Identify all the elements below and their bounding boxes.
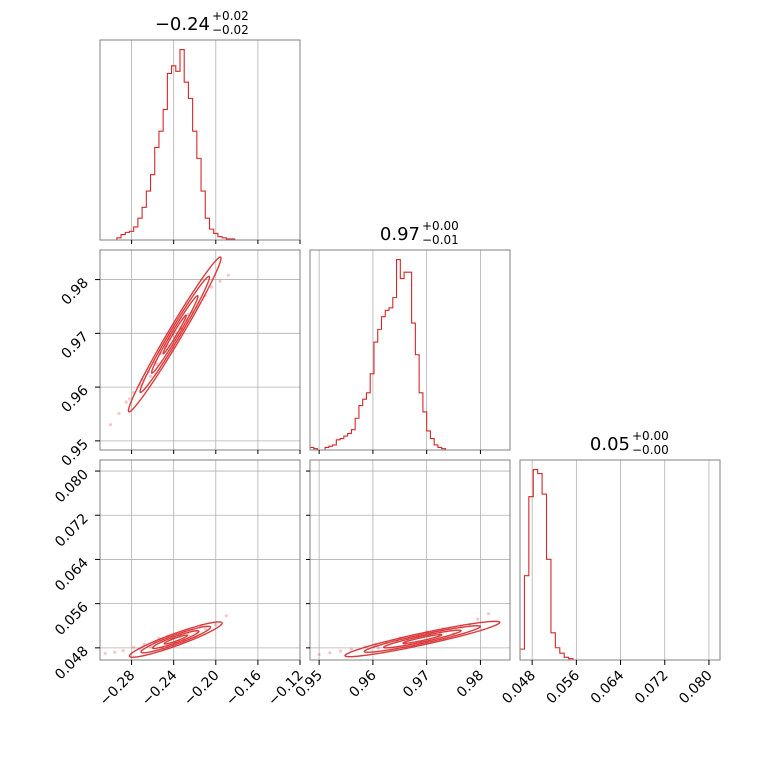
title-plus-1: +0.00 xyxy=(422,219,459,233)
panel-title-0: −0.24 +0.02−0.02 xyxy=(155,9,249,37)
y-tick-label-2-4: 0.080 xyxy=(52,467,92,507)
sample-point-0-22 xyxy=(148,374,153,378)
panel-frame-1-0 xyxy=(99,249,301,451)
panel-frame-2-1 xyxy=(309,459,511,661)
sample-point-1-2 xyxy=(121,649,125,653)
sample-point-1-12 xyxy=(214,623,218,627)
panel-title-1: 0.97 +0.00−0.01 xyxy=(380,219,459,247)
contour-2-2 xyxy=(363,625,482,653)
x-tick-label-0-2: −0.20 xyxy=(181,668,223,710)
contour-1-0 xyxy=(163,634,189,645)
y-tick-label-2-1: 0.056 xyxy=(52,599,92,639)
sample-point-1-3 xyxy=(132,645,136,649)
x-tick-label-0-0: −0.28 xyxy=(97,668,139,710)
panel-title-2: 0.05 +0.00−0.00 xyxy=(590,429,669,457)
sample-point-2-16 xyxy=(486,611,491,616)
sample-point-0-16 xyxy=(218,279,222,283)
y-tick-label-1-1: 0.96 xyxy=(58,383,91,416)
sample-point-2-17 xyxy=(376,646,380,650)
sample-point-0-15 xyxy=(209,285,214,289)
y-tick-label-1-3: 0.98 xyxy=(58,275,91,308)
title-minus-1: −0.01 xyxy=(422,233,459,247)
y-tick-label-1-0: 0.95 xyxy=(58,436,91,469)
title-plus-2: +0.00 xyxy=(632,429,669,443)
sample-point-0-0 xyxy=(108,423,113,427)
y-tick-label-2-3: 0.072 xyxy=(52,511,92,551)
title-value-2: 0.05 xyxy=(590,434,630,455)
sample-point-2-0 xyxy=(317,652,321,657)
x-tick-label-2-1: 0.056 xyxy=(544,667,584,707)
sample-point-0-17 xyxy=(226,273,231,277)
sample-point-2-1 xyxy=(328,651,332,655)
y-tick-label-1-2: 0.97 xyxy=(58,329,91,362)
panel-2-2 xyxy=(519,459,721,661)
contour-1-1 xyxy=(151,630,200,650)
title-value-0: −0.24 xyxy=(155,14,210,35)
sample-point-0-1 xyxy=(117,411,121,416)
x-tick-label-1-1: 0.96 xyxy=(346,667,379,700)
contour-2-0 xyxy=(402,633,443,645)
title-minus-2: −0.00 xyxy=(632,443,669,457)
sample-point-0-2 xyxy=(124,400,128,404)
title-plus-0: +0.02 xyxy=(212,9,249,23)
contour-2-1 xyxy=(382,629,462,649)
sample-point-0-18 xyxy=(155,362,159,367)
histogram-1 xyxy=(310,258,510,450)
contour-2-3 xyxy=(344,620,501,658)
panel-1-1 xyxy=(309,249,511,451)
panel-frame-2-2 xyxy=(519,459,721,661)
panel-2-1 xyxy=(309,459,511,661)
contour-0-3 xyxy=(127,256,222,413)
histogram-0 xyxy=(100,48,298,240)
sample-point-1-13 xyxy=(224,614,228,618)
x-tick-label-2-0: 0.048 xyxy=(499,668,539,708)
sample-point-2-15 xyxy=(476,617,480,621)
panel-2-0 xyxy=(99,459,301,661)
x-tick-label-2-3: 0.072 xyxy=(632,668,672,708)
contour-0-0 xyxy=(162,314,188,355)
panel-frame-2-0 xyxy=(99,459,301,661)
panel-1-0 xyxy=(99,249,301,451)
panel-0-0 xyxy=(99,39,301,241)
x-tick-label-0-1: −0.24 xyxy=(139,667,181,709)
sample-point-2-2 xyxy=(339,649,343,653)
sample-point-1-0 xyxy=(103,651,107,655)
y-tick-label-2-2: 0.064 xyxy=(52,555,92,595)
title-value-1: 0.97 xyxy=(380,224,420,245)
contour-1-3 xyxy=(128,621,223,658)
title-minus-0: −0.02 xyxy=(212,23,249,37)
x-tick-label-2-2: 0.064 xyxy=(588,667,628,707)
sample-point-1-1 xyxy=(113,650,117,654)
sample-point-1-11 xyxy=(203,627,207,631)
x-tick-label-2-4: 0.080 xyxy=(676,668,716,708)
contour-0-1 xyxy=(150,295,199,374)
x-tick-label-0-3: −0.16 xyxy=(223,667,265,709)
contour-0-2 xyxy=(139,275,211,394)
contour-1-2 xyxy=(140,625,212,654)
x-tick-label-1-3: 0.98 xyxy=(454,668,487,701)
panel-frame-1-1 xyxy=(309,249,511,451)
sample-point-2-3 xyxy=(349,647,353,651)
y-tick-label-2-0: 0.048 xyxy=(52,643,92,683)
x-tick-label-1-2: 0.97 xyxy=(400,668,433,701)
histogram-2 xyxy=(520,468,591,660)
panel-frame-0-0 xyxy=(99,39,301,241)
sample-point-0-27 xyxy=(127,397,132,401)
